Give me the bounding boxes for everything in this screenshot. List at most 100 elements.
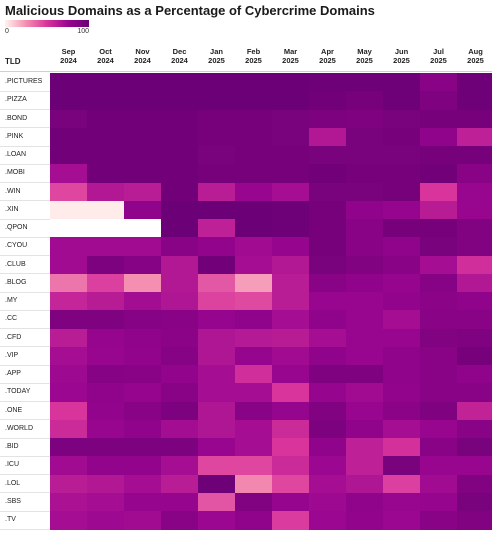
- heatmap-cell: [309, 182, 347, 202]
- heatmap-cell: [50, 146, 88, 165]
- row-divider: [0, 309, 50, 311]
- heatmap-cell: [50, 273, 88, 293]
- heatmap-cell: [346, 219, 384, 238]
- heatmap-cell: [161, 346, 199, 366]
- row-divider: [0, 492, 50, 494]
- row-divider: [0, 401, 50, 402]
- heatmap-cell: [50, 164, 88, 183]
- heatmap-cell: [161, 255, 199, 275]
- heatmap-cell: [50, 383, 88, 402]
- row-divider: [0, 218, 50, 220]
- heatmap-cell: [235, 127, 273, 147]
- column-label: May 2025: [346, 47, 383, 65]
- heatmap-cell: [272, 255, 310, 275]
- heatmap-cell: [457, 73, 492, 92]
- heatmap-cell: [161, 292, 199, 311]
- heatmap-cell: [420, 401, 458, 421]
- heatmap-cell: [124, 310, 162, 329]
- heatmap-cell: [124, 127, 162, 147]
- heatmap-cell: [272, 91, 310, 110]
- heatmap-cell: [235, 73, 273, 92]
- heatmap-cell: [50, 109, 88, 129]
- heatmap-cell: [309, 219, 347, 238]
- column-month: Aug: [468, 47, 483, 56]
- heatmap-cell: [124, 365, 162, 384]
- heatmap-cell: [124, 456, 162, 475]
- row-label: .TODAY: [5, 388, 31, 396]
- heatmap-cell: [124, 346, 162, 366]
- legend-min-label: 0: [5, 28, 9, 35]
- heatmap-cell: [124, 237, 162, 256]
- heatmap-cell: [235, 511, 273, 530]
- heatmap-cell: [50, 328, 88, 348]
- heatmap-cell: [161, 511, 199, 530]
- heatmap-cell: [87, 255, 125, 275]
- heatmap-cell: [457, 219, 492, 238]
- heatmap-cell: [87, 365, 125, 384]
- heatmap-cell: [124, 200, 162, 220]
- heatmap-cell: [346, 73, 384, 92]
- heatmap-cell: [124, 164, 162, 183]
- heatmap-cell: [87, 456, 125, 475]
- row-divider: [0, 419, 50, 421]
- row-divider: [0, 273, 50, 275]
- row-divider: [0, 328, 50, 329]
- heatmap-cell: [420, 164, 458, 183]
- legend-max-label: 100: [77, 28, 89, 35]
- heatmap-cell: [420, 237, 458, 256]
- heatmap-cell: [457, 346, 492, 366]
- heatmap-cell: [124, 73, 162, 92]
- heatmap-cell: [346, 346, 384, 366]
- heatmap-cell: [383, 511, 421, 530]
- column-month: Dec: [172, 47, 187, 56]
- heatmap-cell: [420, 365, 458, 384]
- heatmap-cell: [346, 164, 384, 183]
- heatmap-cell: [309, 474, 347, 494]
- heatmap-cell: [309, 109, 347, 129]
- heatmap-cell: [420, 346, 458, 366]
- heatmap-cell: [198, 255, 236, 275]
- heatmap-cell: [50, 310, 88, 329]
- heatmap-cell: [346, 237, 384, 256]
- column-month: Jan: [210, 47, 223, 56]
- heatmap-cell: [50, 419, 88, 439]
- heatmap-cell: [161, 328, 199, 348]
- heatmap-cell: [87, 383, 125, 402]
- heatmap-cell: [457, 511, 492, 530]
- column-month: Jul: [433, 47, 444, 56]
- heatmap-cell: [346, 383, 384, 402]
- heatmap-cell: [198, 109, 236, 129]
- heatmap-cell: [87, 328, 125, 348]
- heatmap-cell: [161, 182, 199, 202]
- heatmap-cell: [383, 456, 421, 475]
- column-year: 2025: [282, 56, 299, 65]
- heatmap-cell: [87, 219, 125, 238]
- row-divider: [0, 236, 50, 238]
- heatmap-cell: [309, 164, 347, 183]
- heatmap-cell: [383, 146, 421, 165]
- column-label: Feb 2025: [235, 47, 272, 65]
- heatmap-cell: [198, 511, 236, 530]
- heatmap-cell: [457, 237, 492, 256]
- heatmap-cell: [235, 474, 273, 494]
- heatmap-cell: [272, 328, 310, 348]
- heatmap-cell: [309, 511, 347, 530]
- heatmap-cell: [198, 346, 236, 366]
- heatmap-cell: [346, 328, 384, 348]
- heatmap-cell: [87, 91, 125, 110]
- column-month: May: [357, 47, 372, 56]
- row-divider: [0, 382, 50, 384]
- heatmap-cell: [124, 492, 162, 512]
- heatmap-cell: [124, 273, 162, 293]
- heatmap-cell: [124, 401, 162, 421]
- column-month: Jun: [394, 47, 409, 56]
- heatmap-cell: [383, 73, 421, 92]
- heatmap-cell: [383, 255, 421, 275]
- heatmap-cell: [87, 73, 125, 92]
- heatmap-cell: [198, 383, 236, 402]
- row-divider: [0, 163, 50, 165]
- column-year: 2025: [430, 56, 447, 65]
- heatmap-cell: [50, 255, 88, 275]
- row-label: .CC: [5, 315, 18, 323]
- heatmap-cell: [457, 438, 492, 457]
